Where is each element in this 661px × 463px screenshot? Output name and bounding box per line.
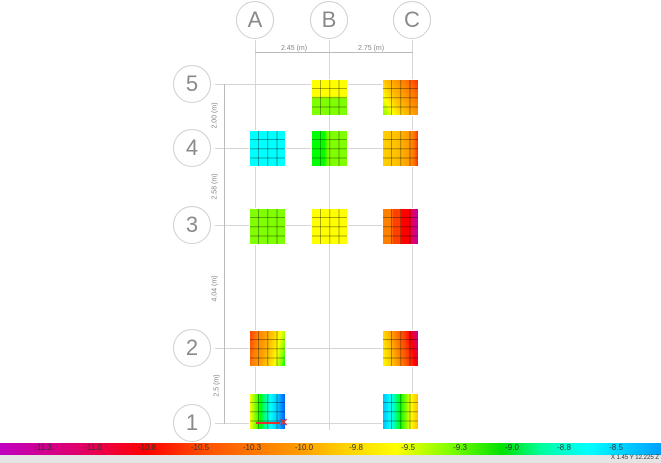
mesh-grid xyxy=(383,209,418,244)
mesh-grid xyxy=(312,209,347,244)
status-bar: X 1.45 Y 12.225 Z xyxy=(0,455,661,463)
legend-label: -10.0 xyxy=(294,443,314,452)
dimension-5-4: 2.00 (m) xyxy=(211,102,219,129)
footing-pad-c1[interactable] xyxy=(382,393,419,430)
mesh-grid xyxy=(383,394,418,429)
contour-legend-bar: -11.3 -11.0 -10.8 -10.5 -10.3 -10.0 -9.8 -9.5 -9… xyxy=(0,443,661,455)
footing-pad-a3[interactable] xyxy=(249,208,286,245)
mesh-grid xyxy=(250,131,285,166)
dimension-4-3: 2.58 (m) xyxy=(211,173,219,200)
vertical-dimension-line xyxy=(224,84,225,424)
legend-label: -11.0 xyxy=(84,443,102,452)
cursor-coordinates: X 1.45 Y 12.225 Z xyxy=(610,455,659,461)
footing-pad-c3[interactable] xyxy=(382,208,419,245)
grid-bubble-a[interactable]: A xyxy=(236,1,274,39)
legend-label: -9.3 xyxy=(453,443,467,452)
legend-label: -10.5 xyxy=(190,443,210,452)
grid-bubble-c[interactable]: C xyxy=(393,1,431,39)
footing-pad-a4[interactable] xyxy=(249,130,286,167)
legend-label: -8.8 xyxy=(557,443,571,452)
legend-label: -9.8 xyxy=(349,443,363,452)
mesh-grid xyxy=(250,209,285,244)
dimension-3-2: 4.04 (m) xyxy=(211,275,219,302)
footing-pad-b3[interactable] xyxy=(311,208,348,245)
gridline-2 xyxy=(215,348,415,349)
footing-pad-b5[interactable] xyxy=(311,79,348,116)
gridline-1 xyxy=(215,423,415,424)
mesh-grid xyxy=(383,80,418,115)
mesh-grid xyxy=(383,331,418,366)
grid-bubble-4[interactable]: 4 xyxy=(173,129,211,167)
legend-label: -11.3 xyxy=(34,443,52,452)
legend-label: -10.8 xyxy=(137,443,157,452)
footing-pad-a2[interactable] xyxy=(249,330,286,367)
mesh-grid xyxy=(250,331,285,366)
grid-bubble-5[interactable]: 5 xyxy=(173,65,211,103)
x-axis-arrow-icon xyxy=(256,422,280,424)
horizontal-dimension-line xyxy=(255,52,413,53)
legend-label: -9.0 xyxy=(505,443,519,452)
mesh-grid xyxy=(383,131,418,166)
dimension-b-c: 2.75 (m) xyxy=(358,45,385,52)
mesh-grid xyxy=(312,131,347,166)
footing-pad-c4[interactable] xyxy=(382,130,419,167)
grid-bubble-b[interactable]: B xyxy=(310,1,348,39)
legend-label: -8.5 xyxy=(609,443,623,452)
axis-x-marker-icon: ✕ xyxy=(279,417,289,429)
dimension-a-b: 2.45 (m) xyxy=(281,45,308,52)
grid-bubble-3[interactable]: 3 xyxy=(173,206,211,244)
grid-bubble-2[interactable]: 2 xyxy=(173,329,211,367)
grid-bubble-1[interactable]: 1 xyxy=(173,404,211,442)
footing-pad-c2[interactable] xyxy=(382,330,419,367)
mesh-grid xyxy=(312,80,347,115)
legend-label: -10.3 xyxy=(242,443,262,452)
footing-pad-c5[interactable] xyxy=(382,79,419,116)
dimension-2-1: 2.5 (m) xyxy=(213,374,221,397)
legend-label: -9.5 xyxy=(401,443,415,452)
footing-pad-b4[interactable] xyxy=(311,130,348,167)
